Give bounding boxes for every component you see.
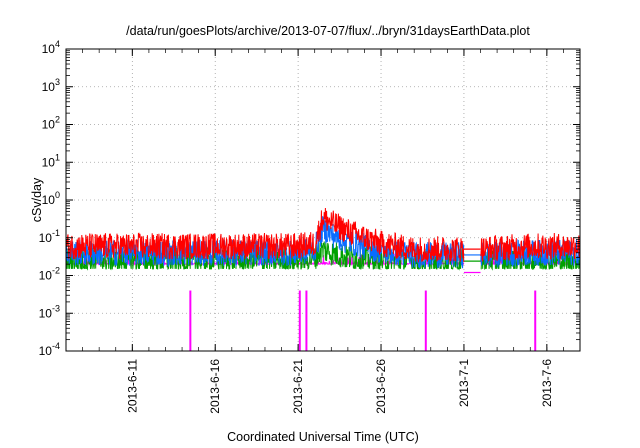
x-tick-label: 2013-7-6	[540, 359, 554, 407]
y-tick-label: 10-2	[39, 266, 60, 283]
y-tick-label: 104	[42, 39, 60, 56]
chart-title: /data/run/goesPlots/archive/2013-07-07/f…	[126, 24, 530, 38]
grid	[66, 49, 580, 351]
y-tick-label: 102	[42, 115, 60, 132]
series-layer	[65, 207, 581, 351]
x-tick-label: 2013-6-16	[208, 359, 222, 414]
y-axis-label: cSv/day	[30, 177, 44, 222]
x-tick-label: 2013-6-21	[291, 359, 305, 414]
y-tick-label: 10-3	[39, 303, 60, 320]
y-tick-label: 10-4	[39, 341, 60, 358]
x-axis-label: Coordinated Universal Time (UTC)	[227, 430, 419, 444]
x-tick-label: 2013-6-11	[125, 359, 139, 413]
y-axis: 10-4 10-3 10-2 10-1 100 101 102 103 104	[39, 39, 580, 358]
series-line-0	[65, 207, 581, 263]
y-tick-label: 100	[42, 190, 60, 207]
x-tick-label: 2013-7-1	[457, 359, 471, 407]
y-tick-label: 10-1	[39, 228, 60, 245]
x-axis: 2013-6-11 2013-6-16 2013-6-21 2013-6-26 2013…	[65, 49, 581, 414]
y-tick-label: 101	[42, 152, 60, 169]
y-tick-label: 103	[42, 77, 60, 94]
x-tick-label: 2013-6-26	[374, 359, 388, 414]
